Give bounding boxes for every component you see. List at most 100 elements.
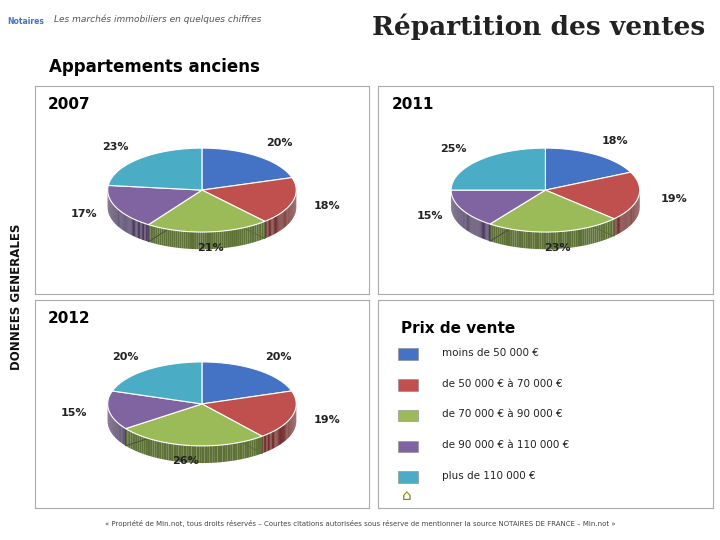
Polygon shape — [600, 224, 602, 241]
Polygon shape — [487, 223, 489, 241]
Polygon shape — [625, 212, 626, 230]
Polygon shape — [260, 436, 262, 454]
Polygon shape — [475, 218, 477, 236]
Polygon shape — [537, 232, 539, 249]
Polygon shape — [530, 232, 532, 249]
Polygon shape — [616, 218, 617, 235]
Polygon shape — [574, 230, 576, 247]
Polygon shape — [150, 439, 153, 457]
Polygon shape — [490, 224, 492, 242]
Polygon shape — [284, 210, 285, 228]
Polygon shape — [269, 219, 270, 237]
Polygon shape — [260, 222, 261, 240]
Polygon shape — [451, 190, 546, 224]
Polygon shape — [287, 421, 288, 439]
Polygon shape — [510, 229, 513, 247]
Text: 15%: 15% — [416, 211, 443, 221]
Polygon shape — [161, 442, 164, 460]
Polygon shape — [278, 214, 279, 232]
Polygon shape — [150, 225, 152, 243]
Polygon shape — [164, 442, 166, 460]
Polygon shape — [617, 217, 618, 235]
Polygon shape — [508, 228, 510, 246]
Polygon shape — [136, 434, 138, 452]
Polygon shape — [532, 232, 535, 249]
Polygon shape — [138, 221, 139, 239]
Polygon shape — [286, 422, 287, 440]
Polygon shape — [134, 433, 136, 451]
Text: DONNEES GENERALES: DONNEES GENERALES — [9, 224, 23, 370]
Polygon shape — [604, 222, 606, 240]
Polygon shape — [632, 206, 633, 224]
Polygon shape — [235, 443, 238, 461]
Polygon shape — [154, 226, 156, 244]
Polygon shape — [593, 226, 595, 244]
Polygon shape — [464, 212, 465, 230]
Polygon shape — [144, 224, 145, 241]
Polygon shape — [123, 213, 125, 231]
Text: « Propriété de Min.not, tous droits réservés – Courtes citations autorisées sous: « Propriété de Min.not, tous droits rése… — [104, 521, 616, 527]
Polygon shape — [127, 215, 128, 233]
Polygon shape — [142, 436, 144, 454]
Polygon shape — [129, 430, 130, 449]
Polygon shape — [613, 219, 614, 237]
Polygon shape — [276, 215, 277, 233]
Polygon shape — [159, 441, 161, 459]
Text: 25%: 25% — [440, 144, 467, 154]
Polygon shape — [474, 218, 475, 235]
Polygon shape — [492, 225, 494, 242]
Polygon shape — [207, 446, 210, 463]
Polygon shape — [477, 219, 479, 237]
Polygon shape — [541, 232, 544, 249]
Polygon shape — [184, 231, 186, 248]
Polygon shape — [238, 228, 240, 246]
Polygon shape — [621, 214, 623, 232]
Polygon shape — [158, 227, 160, 245]
Polygon shape — [502, 227, 504, 245]
Polygon shape — [204, 232, 207, 249]
Polygon shape — [249, 440, 251, 457]
Polygon shape — [213, 232, 215, 249]
Polygon shape — [225, 444, 228, 462]
Polygon shape — [166, 229, 167, 246]
Polygon shape — [120, 211, 122, 229]
Polygon shape — [628, 210, 629, 228]
Polygon shape — [277, 215, 278, 233]
Polygon shape — [202, 362, 292, 404]
Polygon shape — [140, 222, 142, 240]
Polygon shape — [112, 362, 202, 404]
Polygon shape — [286, 208, 287, 226]
Polygon shape — [161, 228, 163, 246]
Polygon shape — [596, 225, 598, 242]
Polygon shape — [236, 229, 238, 246]
Polygon shape — [123, 427, 124, 444]
Polygon shape — [209, 232, 211, 249]
Polygon shape — [624, 213, 625, 231]
Polygon shape — [163, 228, 166, 246]
Polygon shape — [167, 229, 169, 247]
Polygon shape — [274, 430, 276, 448]
Polygon shape — [582, 228, 584, 246]
Polygon shape — [588, 227, 590, 245]
Polygon shape — [279, 213, 280, 231]
Polygon shape — [175, 231, 177, 248]
Polygon shape — [171, 443, 174, 461]
Polygon shape — [226, 231, 228, 248]
Polygon shape — [578, 229, 580, 247]
Polygon shape — [526, 231, 528, 248]
Polygon shape — [132, 432, 134, 450]
Polygon shape — [177, 231, 179, 248]
Text: 18%: 18% — [602, 136, 629, 146]
Polygon shape — [287, 207, 288, 225]
Polygon shape — [539, 232, 541, 249]
Polygon shape — [130, 218, 132, 235]
Polygon shape — [245, 441, 247, 458]
Polygon shape — [138, 435, 140, 453]
Polygon shape — [146, 437, 148, 455]
Polygon shape — [230, 230, 232, 247]
Polygon shape — [253, 438, 256, 456]
Polygon shape — [480, 220, 481, 238]
Polygon shape — [560, 231, 562, 249]
Polygon shape — [169, 230, 171, 247]
Polygon shape — [269, 433, 271, 450]
